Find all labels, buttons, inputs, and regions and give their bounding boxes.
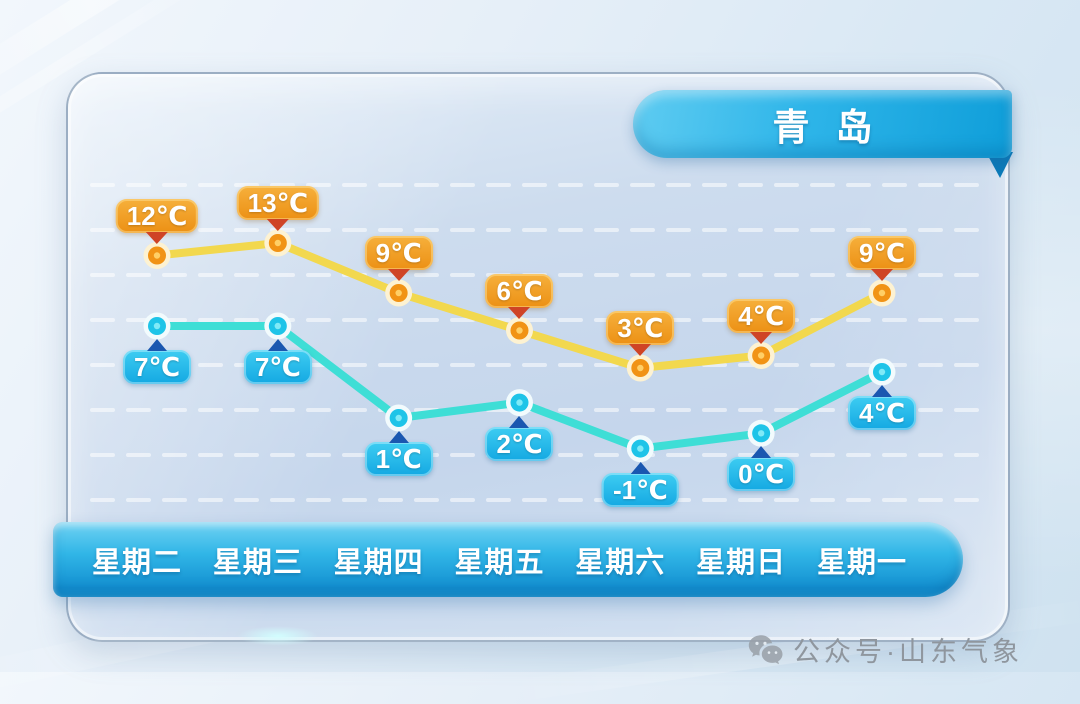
day-label: 星期二	[91, 546, 183, 579]
city-ribbon: 青岛	[633, 90, 1012, 158]
day-axis-bar: 星期二 星期三 星期四 星期五 星期六 星期日 星期一	[53, 522, 963, 597]
watermark-text: 公众号·山东气象	[793, 637, 1023, 667]
day-label: 星期日	[696, 546, 787, 579]
day-label: 星期五	[454, 546, 545, 579]
weather-forecast-screen: 12℃ 13℃ 9℃ 6℃ 3℃ 4℃ 9℃ 7℃ 7℃ 1℃ 2℃ -1℃ 0℃ 4℃ 青岛 星期二 星期…	[0, 0, 1080, 672]
city-title: 青岛	[772, 107, 899, 148]
watermark: 公众号·山东气象	[748, 630, 1023, 669]
day-label: 星期三	[212, 546, 303, 579]
day-label: 星期四	[333, 546, 424, 579]
wechat-icon	[748, 634, 783, 664]
day-label: 星期六	[575, 546, 666, 579]
card-edge-glow	[238, 626, 318, 646]
day-label: 星期一	[816, 546, 907, 579]
